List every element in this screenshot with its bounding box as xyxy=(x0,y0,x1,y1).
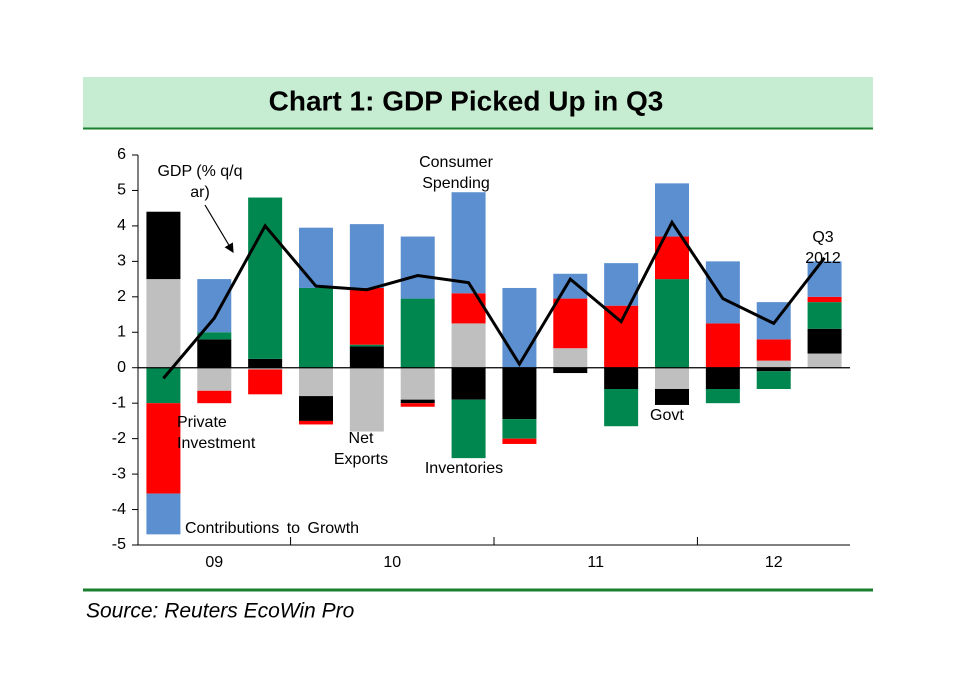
y-tick-label: 1 xyxy=(117,323,126,340)
bar-segment xyxy=(502,438,537,444)
source: Source: Reuters EcoWin Pro xyxy=(86,600,355,623)
bar-segment xyxy=(299,367,333,397)
bar-segment xyxy=(400,399,435,404)
bar-segment xyxy=(197,332,232,340)
bar-segment xyxy=(451,399,486,459)
y-tick-label: 4 xyxy=(117,217,126,234)
bar-segment xyxy=(756,371,791,389)
bar-segment xyxy=(248,369,283,395)
bar-segment xyxy=(146,211,181,280)
bar-segment xyxy=(197,339,232,368)
bar-segment xyxy=(807,296,842,303)
bar-segment xyxy=(248,358,283,368)
annotation: Q3 2012 xyxy=(805,229,841,267)
series-label: Inventories xyxy=(424,460,504,477)
bar-segment xyxy=(248,197,283,359)
series-label: Govt xyxy=(650,407,684,424)
bar-segment xyxy=(502,287,537,368)
bar-segment xyxy=(451,293,486,324)
y-tick-label: 0 xyxy=(117,359,126,376)
y-tick-label: -3 xyxy=(112,465,126,482)
y-tick-label: 6 xyxy=(117,146,126,163)
bar-segment xyxy=(705,261,740,324)
y-tick-label: -1 xyxy=(112,394,126,411)
bar-segment xyxy=(146,367,181,404)
y-tick-label: 3 xyxy=(117,253,126,270)
bar-segment xyxy=(655,389,689,405)
bar-segment xyxy=(451,367,486,400)
bar-segment xyxy=(400,367,435,400)
bar-segment xyxy=(349,287,384,345)
series-label: Net Exports xyxy=(333,430,389,468)
bar-segment xyxy=(146,279,181,368)
y-tick-label: -5 xyxy=(112,536,126,553)
bar-segment xyxy=(146,493,181,535)
bar-segment xyxy=(756,367,791,372)
bar-segment xyxy=(299,287,333,368)
bar-segment xyxy=(553,348,588,368)
bar-segment xyxy=(604,305,639,368)
bar-segment xyxy=(705,389,740,404)
bar-segment xyxy=(248,367,283,370)
x-group-label: 09 xyxy=(205,554,223,571)
title-band xyxy=(83,77,873,128)
bar-segment xyxy=(451,192,486,294)
annotation: Contributions to Growth xyxy=(185,520,360,537)
bar-segment xyxy=(349,346,384,368)
bar-segment xyxy=(502,419,537,439)
bar-segment xyxy=(553,367,588,374)
bar-segment xyxy=(451,323,486,368)
bar-segment xyxy=(553,298,588,349)
bar-segment xyxy=(807,328,842,354)
line-label: GDP (% q/q ar) xyxy=(157,163,243,201)
bar-segment xyxy=(349,344,384,347)
bar-segment xyxy=(655,183,689,237)
bar-segment xyxy=(756,360,791,368)
bar-segment xyxy=(502,367,537,420)
bar-segment xyxy=(197,390,232,404)
x-group-label: 12 xyxy=(765,554,783,571)
bar-segment xyxy=(197,279,232,333)
bar-segment xyxy=(146,403,181,494)
y-tick-label: -2 xyxy=(112,430,126,447)
bar-segment xyxy=(400,298,435,368)
y-tick-label: -4 xyxy=(112,501,126,518)
bar-segment xyxy=(807,302,842,329)
gdp-line xyxy=(162,219,826,380)
chart-title: Chart 1: GDP Picked Up in Q3 xyxy=(269,85,664,116)
y-tick-label: 2 xyxy=(117,288,126,305)
bar-segment xyxy=(349,224,384,288)
bar-segment xyxy=(655,367,689,389)
bar-segment xyxy=(197,367,232,391)
bar-segment xyxy=(604,367,639,389)
bar-segment xyxy=(400,403,435,407)
bar-segment xyxy=(299,396,333,421)
x-group-label: 10 xyxy=(383,554,401,571)
bar-segment xyxy=(299,420,333,425)
y-tick-label: 5 xyxy=(117,182,126,199)
x-group-label: 11 xyxy=(587,554,604,571)
gdp-arrow xyxy=(204,204,234,254)
bar-segment xyxy=(299,227,333,288)
bar-segment xyxy=(604,389,639,427)
bar-segment xyxy=(655,279,689,368)
bar-segment xyxy=(807,353,842,368)
bar-segment xyxy=(807,261,842,297)
series-label: Private Investment xyxy=(177,414,256,452)
bar-segment xyxy=(705,323,740,368)
bar-segment xyxy=(349,367,384,432)
bar-segment xyxy=(705,367,740,389)
bar-segment xyxy=(400,236,435,299)
series-label: Consumer Spending xyxy=(419,154,493,192)
bar-segment xyxy=(756,339,791,361)
